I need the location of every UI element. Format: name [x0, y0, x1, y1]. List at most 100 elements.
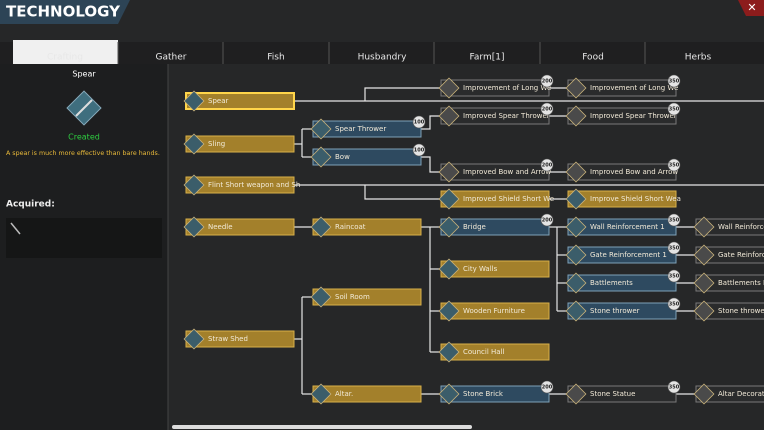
node-icon — [438, 258, 460, 280]
node-label: Stone thrower — [590, 307, 640, 315]
tech-node[interactable]: Spear Thrower 100 — [310, 115, 426, 140]
tech-node[interactable]: Wooden Furniture — [438, 300, 550, 322]
node-label: Stone thrower — [718, 307, 764, 315]
tab-label[interactable]: Husbandry — [358, 53, 408, 63]
node-label: Needle — [208, 223, 233, 231]
node-icon — [310, 286, 332, 308]
tech-node[interactable]: Flint Short weapon and Sh — [183, 174, 300, 196]
node-label: Improved Bow and Arrow — [590, 168, 678, 176]
tab-label[interactable]: Herbs — [685, 53, 712, 63]
tech-node[interactable]: Wall Reinforcement 1 350 — [565, 213, 681, 238]
node-label: Spear — [208, 97, 228, 105]
cost-value: 200 — [542, 385, 553, 391]
tech-tree: Spear Sling Flint Short weapon and Sh Needl… — [183, 74, 764, 405]
selected-description: A spear is much more effective than bare… — [6, 150, 160, 157]
node-label: City Walls — [463, 265, 498, 273]
cost-badge — [667, 102, 681, 116]
tech-node[interactable]: Improved Shield Short We — [438, 188, 554, 210]
node-icon — [693, 216, 715, 238]
node-icon — [438, 188, 460, 210]
close-button[interactable] — [738, 0, 764, 16]
cost-value: 350 — [669, 163, 680, 169]
cost-badge — [667, 74, 681, 88]
node-label: Bow — [335, 153, 350, 161]
node-label: Gate Reinforcement 1 — [590, 251, 667, 259]
selected-name: Spear — [72, 70, 96, 79]
node-label: Council Hall — [463, 348, 505, 356]
tech-node[interactable]: Spear — [183, 90, 295, 112]
tech-node[interactable]: Raincoat — [310, 216, 422, 238]
tab-label[interactable]: Fish — [267, 53, 284, 63]
cost-badge — [540, 158, 554, 172]
cost-value: 350 — [669, 107, 680, 113]
node-label: Improved Spear Thrower — [463, 112, 550, 120]
node-label: Straw Shed — [208, 335, 248, 343]
node-label: Battlements — [590, 279, 633, 287]
tab-label[interactable]: Gather — [156, 53, 187, 63]
tech-node[interactable]: Improve Shield Short Wea — [565, 188, 681, 210]
tech-node[interactable]: Straw Shed — [183, 328, 295, 350]
tab-label[interactable]: Crafting — [47, 53, 83, 63]
tab-label[interactable]: Farm[1] — [470, 53, 505, 63]
tech-node[interactable]: Altar Decoratio350 — [693, 381, 764, 405]
acquired-item[interactable] — [10, 222, 21, 235]
node-icon — [565, 383, 587, 405]
node-icon — [183, 133, 205, 155]
tech-node[interactable]: Council Hall — [438, 341, 550, 363]
node-label: Stone Brick — [463, 390, 504, 398]
close-icon[interactable]: ✕ — [747, 1, 756, 14]
node-icon — [438, 300, 460, 322]
cost-badge — [540, 380, 554, 394]
tech-node[interactable]: Gate Reinforce350 — [693, 242, 764, 266]
cost-badge — [412, 143, 426, 157]
node-icon — [310, 118, 332, 140]
node-icon — [183, 328, 205, 350]
node-label: Spear Thrower — [335, 125, 386, 133]
node-icon — [565, 244, 587, 266]
node-label: Raincoat — [335, 223, 366, 231]
node-label: Flint Short weapon and Sh — [208, 181, 300, 189]
tech-node[interactable]: Bow 100 — [310, 143, 426, 168]
cost-value: 350 — [669, 218, 680, 224]
scrollbar[interactable] — [172, 425, 472, 429]
cost-value: 350 — [669, 385, 680, 391]
tech-node[interactable]: Stone Statue 350 — [565, 380, 681, 405]
tech-node[interactable]: Battlements Re350 — [693, 270, 764, 294]
node-icon — [438, 161, 460, 183]
cost-badge — [667, 158, 681, 172]
node-label: Improvement of Long We — [590, 84, 678, 92]
node-icon — [438, 383, 460, 405]
tech-node[interactable]: Battlements 350 — [565, 269, 681, 294]
tech-node[interactable]: Stone Brick 200 — [438, 380, 554, 405]
connector — [421, 115, 441, 130]
cost-badge — [540, 74, 554, 88]
node-icon — [693, 272, 715, 294]
tab-label[interactable]: Food — [582, 53, 604, 63]
cost-badge — [667, 380, 681, 394]
node-icon — [310, 383, 332, 405]
tech-node[interactable]: Sling — [183, 133, 295, 155]
tech-node[interactable]: Needle — [183, 216, 295, 238]
tech-node[interactable]: Altar. — [310, 383, 422, 405]
cost-value: 200 — [542, 107, 553, 113]
connector — [364, 185, 441, 200]
tech-node[interactable]: Soil Room — [310, 286, 422, 308]
active-tab[interactable] — [13, 40, 118, 64]
tech-node[interactable]: Bridge 200 — [438, 213, 554, 238]
tech-node[interactable]: Wall Reinforcement350 — [693, 214, 764, 238]
cost-badge — [412, 115, 426, 129]
tech-node[interactable]: City Walls — [438, 258, 550, 280]
node-label: Improved Bow and Arrow — [463, 168, 551, 176]
node-icon — [438, 216, 460, 238]
node-icon — [693, 244, 715, 266]
cost-value: 200 — [542, 79, 553, 85]
